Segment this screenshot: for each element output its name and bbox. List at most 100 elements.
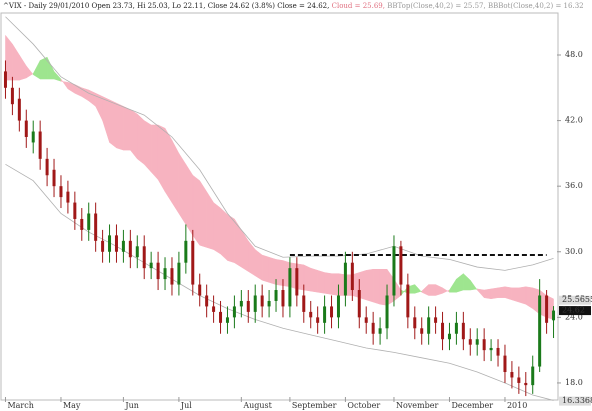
candle-body: [232, 306, 236, 318]
title-part: Cloud = 25.69,: [332, 2, 385, 10]
candle-body: [38, 131, 42, 159]
y-tick-label: 48.0: [565, 50, 583, 59]
cloud-segment: [310, 267, 318, 293]
title-part: BBBot(Close,40,2) = 16.32: [488, 2, 584, 10]
candle-body: [225, 317, 229, 323]
candle-body: [94, 213, 98, 241]
candle-body: [503, 355, 507, 373]
candle-body: [121, 240, 125, 252]
candle-body: [475, 339, 479, 345]
candle-body: [482, 339, 486, 351]
price-label: 16.3368: [562, 396, 592, 405]
cloud-segment: [518, 286, 527, 305]
candle-body: [468, 339, 472, 345]
bollinger-band: [5, 16, 554, 271]
candle-body: [524, 382, 528, 386]
candle-body: [496, 347, 500, 356]
cloud-segment: [490, 287, 499, 300]
candle-body: [101, 240, 105, 252]
title-part: BBTop(Close,40,2) = 25.57,: [387, 2, 486, 10]
candle-body: [163, 268, 167, 280]
candle-body: [427, 317, 431, 334]
candle-body: [128, 240, 132, 258]
x-tick-label: December: [451, 401, 493, 410]
cloud-segment: [428, 284, 436, 296]
candle-body: [114, 235, 118, 252]
candle-body: [281, 290, 285, 307]
x-tick-label: Jun: [124, 401, 139, 410]
candle-body: [73, 202, 77, 219]
price-label: 25.5655: [562, 295, 592, 304]
candle-body: [288, 268, 292, 307]
cloud-segment: [365, 268, 374, 303]
title-part: ^VIX - Daily 29/01/2010 Open 23.73, Hi 2…: [3, 2, 329, 10]
candle-body: [517, 377, 521, 383]
candle-body: [108, 235, 112, 252]
candle-body: [10, 87, 14, 105]
candle-body: [364, 317, 368, 323]
cloud-segment: [275, 259, 284, 286]
cloud-segment: [171, 140, 180, 215]
candle-body: [399, 246, 403, 285]
cloud-segment: [137, 113, 145, 165]
candle-body: [135, 246, 139, 258]
candle-body: [80, 218, 84, 230]
candle-body: [316, 317, 320, 323]
y-tick-label: 18.0: [565, 378, 583, 387]
cloud-segment: [213, 202, 221, 255]
candle-body: [357, 290, 361, 318]
candle-body: [302, 295, 306, 312]
candle-body: [330, 306, 334, 318]
candle-body: [489, 347, 493, 351]
candle-body: [343, 262, 347, 296]
cloud-segment: [164, 127, 173, 204]
cloud-segment: [511, 287, 520, 303]
cloud-segment: [109, 99, 117, 149]
cloud-segment: [227, 214, 235, 264]
price-label-box: [559, 306, 591, 316]
candle-body: [274, 290, 278, 301]
price-label-box: [559, 396, 591, 406]
cloud-segment: [324, 272, 332, 295]
cloud-segment: [178, 152, 187, 226]
candle-body: [3, 71, 7, 88]
candle-body: [545, 295, 549, 323]
candle-body: [246, 300, 250, 312]
candle-body: [45, 158, 49, 176]
cloud-segment: [483, 288, 492, 300]
candle-body: [531, 366, 535, 386]
bollinger-band: [5, 163, 554, 401]
candle-body: [184, 240, 188, 263]
cloud-segment: [123, 105, 131, 151]
candle-body: [31, 131, 35, 143]
candle-body: [267, 300, 271, 307]
cloud-segment: [116, 102, 124, 151]
candle-body: [24, 120, 28, 137]
title-text: ^VIX - Daily 29/01/2010 Open 23.73, Hi 2…: [3, 2, 584, 10]
candle-body: [323, 306, 327, 323]
candle-body: [205, 295, 209, 307]
candle-body: [59, 186, 63, 198]
candle-body: [447, 333, 451, 340]
candle-body: [170, 268, 174, 285]
cloud-segment: [157, 124, 166, 193]
candle-body: [198, 284, 202, 296]
candle-body: [413, 317, 417, 329]
cloud-segment: [497, 286, 506, 298]
cloud-segment: [303, 264, 311, 292]
x-tick-label: 2010: [507, 401, 527, 410]
cloud-segment: [39, 56, 48, 80]
candle-body: [378, 328, 382, 334]
x-tick-label: November: [396, 401, 439, 410]
cloud-segment: [220, 207, 228, 262]
cloud-segment: [317, 270, 325, 294]
cloud-segment: [268, 256, 277, 285]
cloud-segment: [372, 269, 381, 305]
cloud-segment: [192, 174, 200, 246]
x-tick-label: October: [347, 401, 380, 410]
candle-body: [295, 268, 299, 296]
candle-body: [66, 191, 70, 203]
candle-body: [392, 246, 396, 296]
